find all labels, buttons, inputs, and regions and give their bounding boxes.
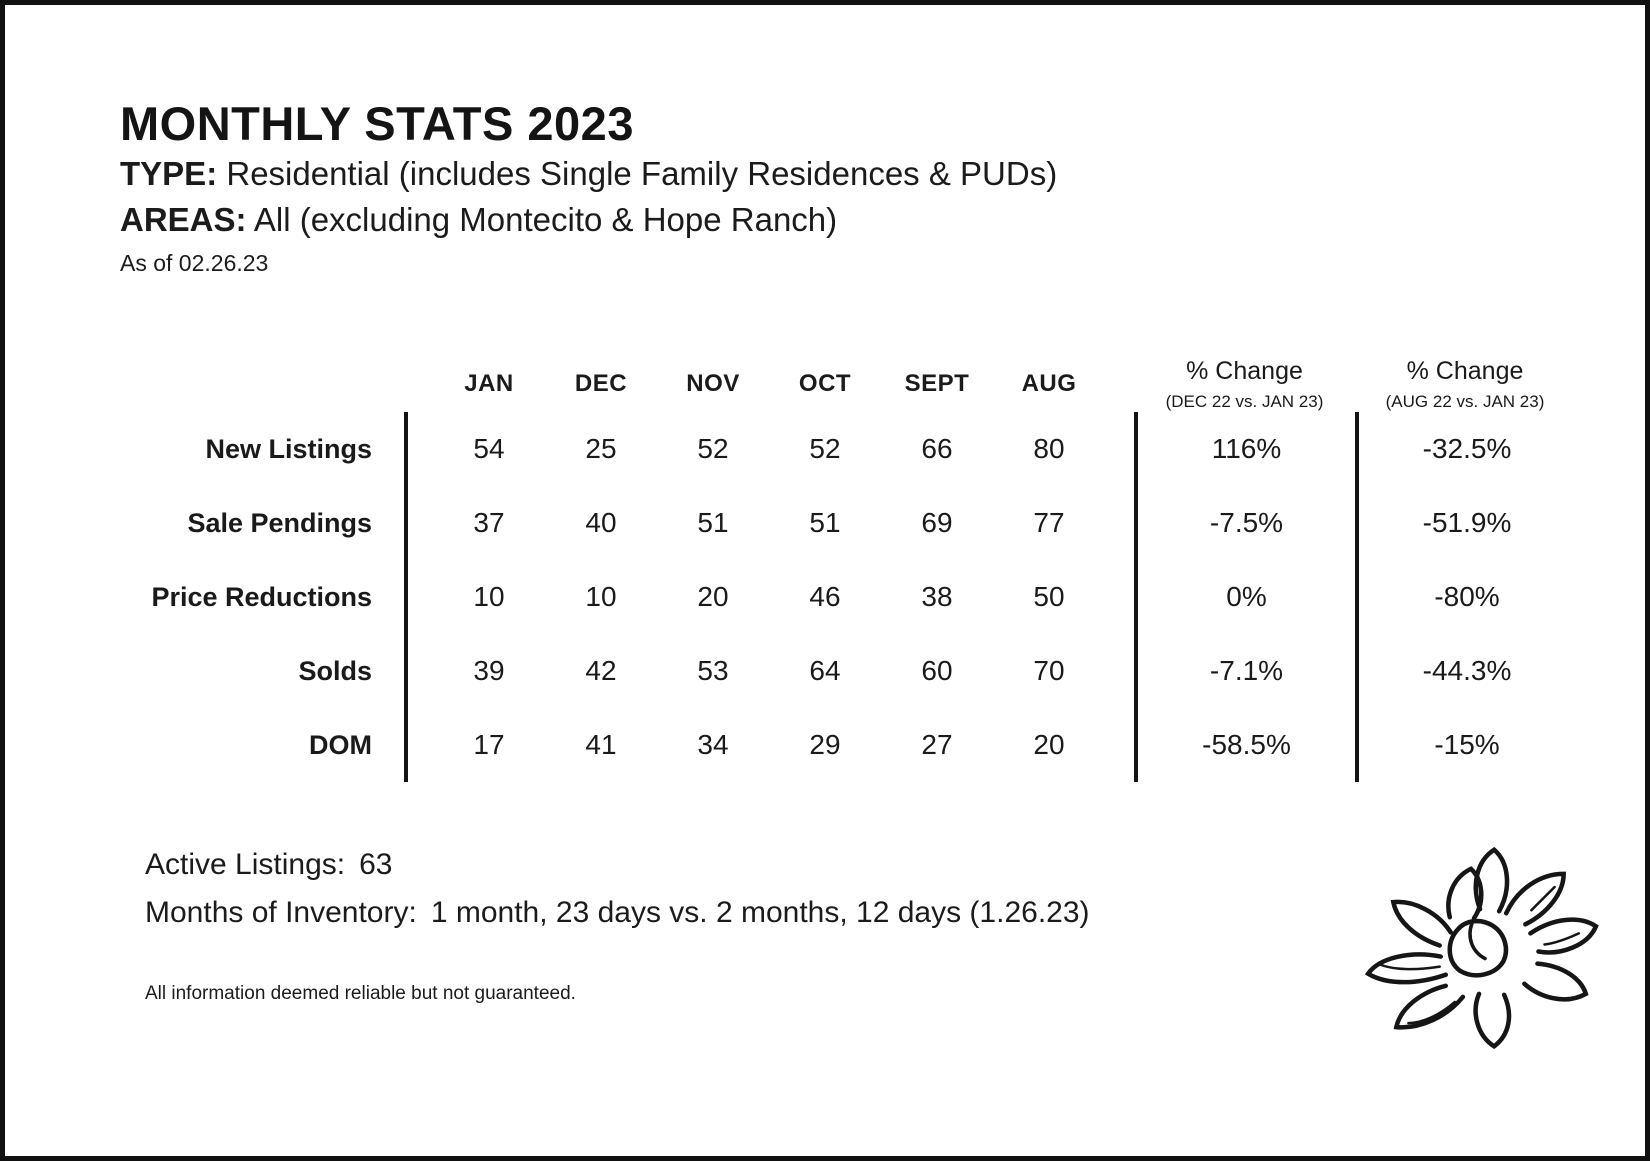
pct-cell: -51.9% bbox=[1355, 486, 1575, 560]
type-line: TYPE: Residential (includes Single Famil… bbox=[120, 151, 1057, 197]
pct-change-label: % Change bbox=[1186, 357, 1303, 386]
value-cell: 39 bbox=[473, 655, 505, 686]
value-cell: 51 bbox=[809, 507, 841, 538]
months-inventory-value: 1 month, 23 days vs. 2 months, 12 days (… bbox=[430, 896, 1090, 929]
page-title: MONTHLY STATS 2023 bbox=[120, 97, 634, 150]
pct-cell: 116% bbox=[1134, 412, 1355, 486]
value-cell: 41 bbox=[585, 729, 617, 760]
column-header-nov: NOV bbox=[686, 370, 740, 397]
value-cell: 69 bbox=[921, 507, 953, 538]
pct-change-label: % Change bbox=[1406, 357, 1524, 386]
header: MONTHLY STATS 2023 TYPE: Residential (in… bbox=[120, 97, 1057, 279]
areas-value: All (excluding Montecito & Hope Ranch) bbox=[246, 201, 838, 238]
value-cell: 80 bbox=[1033, 433, 1065, 464]
row-label-new-listings: New Listings bbox=[68, 412, 408, 486]
row-label-price-reductions: Price Reductions bbox=[68, 560, 408, 634]
value-cell: 52 bbox=[697, 433, 729, 464]
months-inventory-line: Months of Inventory: 1 month, 23 days vs.… bbox=[145, 896, 1090, 930]
value-cell: 37 bbox=[473, 507, 505, 538]
pct-cell: -32.5% bbox=[1355, 412, 1575, 486]
column-header-jan: JAN bbox=[464, 370, 514, 397]
column-header-pct-change-dec: % Change (DEC 22 vs. JAN 23) bbox=[1134, 338, 1355, 430]
active-listings-value: 63 bbox=[359, 848, 393, 881]
value-cell: 38 bbox=[921, 581, 953, 612]
disclaimer-text: All information deemed reliable but not … bbox=[145, 983, 576, 1004]
value-cell: 53 bbox=[697, 655, 729, 686]
months-inventory-label: Months of Inventory: bbox=[145, 896, 417, 929]
areas-line: AREAS: All (excluding Montecito & Hope R… bbox=[120, 197, 1057, 243]
value-cell: 10 bbox=[473, 581, 505, 612]
column-header-aug: AUG bbox=[1021, 370, 1077, 397]
value-cell: 66 bbox=[921, 433, 953, 464]
value-cell: 40 bbox=[585, 507, 617, 538]
row-label-sale-pendings: Sale Pendings bbox=[68, 486, 408, 560]
column-header-dec: DEC bbox=[574, 370, 628, 397]
pct-cell: -58.5% bbox=[1134, 708, 1355, 782]
type-label: TYPE: bbox=[120, 155, 218, 192]
value-cell: 77 bbox=[1033, 507, 1065, 538]
as-of-date: As of 02.26.23 bbox=[120, 250, 269, 276]
value-cell: 34 bbox=[697, 729, 729, 760]
value-cell: 20 bbox=[697, 581, 729, 612]
active-listings-label: Active Listings: bbox=[145, 848, 346, 881]
value-cell: 29 bbox=[809, 729, 841, 760]
pct-cell: -7.1% bbox=[1134, 634, 1355, 708]
stats-table: JAN DEC NOV OCT SEPT AUG % Change (DEC 2… bbox=[68, 338, 1575, 782]
column-header-sept: SEPT bbox=[904, 370, 970, 397]
value-cell: 70 bbox=[1033, 655, 1065, 686]
value-cell: 42 bbox=[585, 655, 617, 686]
active-listings-line: Active Listings: 63 bbox=[145, 848, 392, 882]
value-cell: 20 bbox=[1033, 729, 1065, 760]
value-cell: 54 bbox=[473, 433, 505, 464]
column-header-oct: OCT bbox=[798, 370, 852, 397]
pct-cell: -44.3% bbox=[1355, 634, 1575, 708]
value-cell: 17 bbox=[473, 729, 505, 760]
value-cell: 46 bbox=[809, 581, 841, 612]
value-cell: 60 bbox=[921, 655, 953, 686]
value-cell: 51 bbox=[697, 507, 729, 538]
row-label-dom: DOM bbox=[68, 708, 408, 782]
pct-cell: -15% bbox=[1355, 708, 1575, 782]
value-cell: 64 bbox=[809, 655, 841, 686]
value-cell: 52 bbox=[809, 433, 841, 464]
pct-cell: -80% bbox=[1355, 560, 1575, 634]
row-label-solds: Solds bbox=[68, 634, 408, 708]
areas-label: AREAS: bbox=[120, 201, 247, 238]
pct-change-sublabel: (AUG 22 vs. JAN 23) bbox=[1385, 391, 1545, 411]
value-cell: 10 bbox=[585, 581, 617, 612]
type-value: Residential (includes Single Family Resi… bbox=[217, 155, 1058, 192]
lotus-flower-icon bbox=[1353, 843, 1605, 1053]
value-cell: 25 bbox=[585, 433, 617, 464]
pct-change-sublabel: (DEC 22 vs. JAN 23) bbox=[1165, 391, 1324, 411]
value-cell: 27 bbox=[921, 729, 953, 760]
column-header-pct-change-aug: % Change (AUG 22 vs. JAN 23) bbox=[1355, 338, 1575, 430]
value-cell: 50 bbox=[1033, 581, 1065, 612]
pct-cell: 0% bbox=[1134, 560, 1355, 634]
pct-cell: -7.5% bbox=[1134, 486, 1355, 560]
